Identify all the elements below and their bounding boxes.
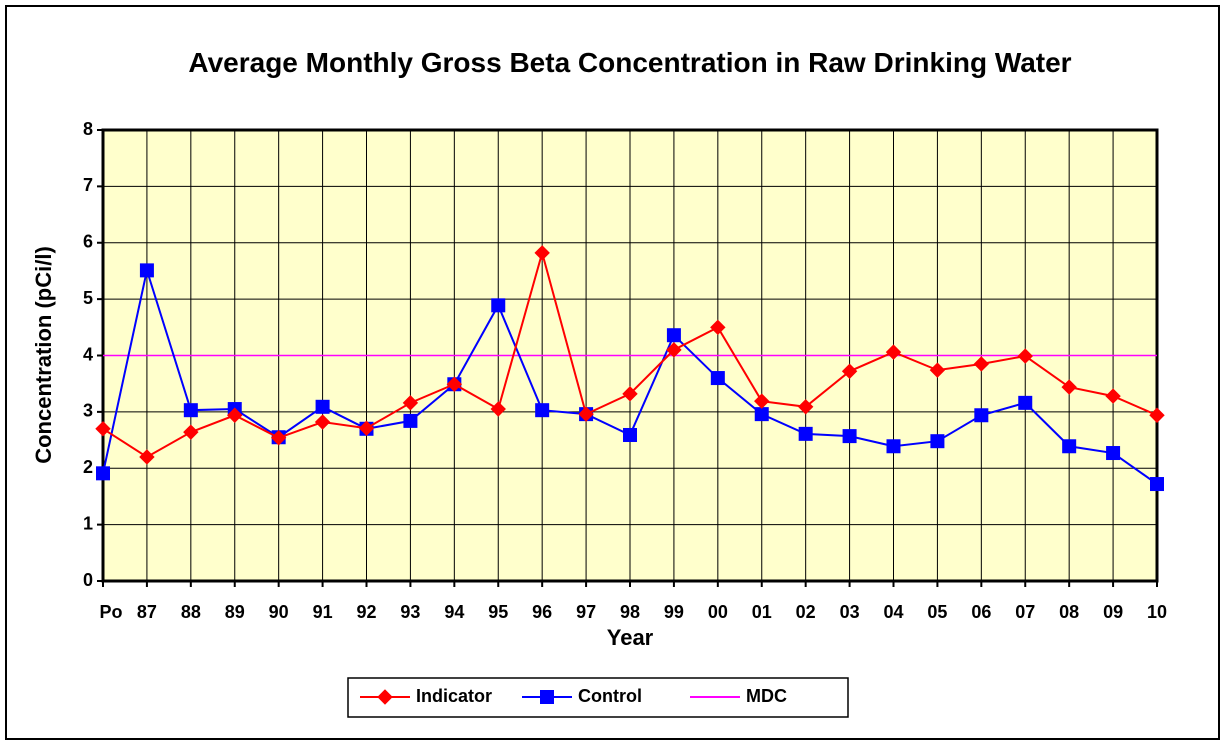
x-tick-label: 07 (1015, 602, 1035, 622)
legend-label: Indicator (416, 686, 492, 706)
data-point (666, 342, 682, 358)
data-point (973, 356, 990, 372)
x-tick-label: 91 (313, 602, 333, 622)
y-tick-label: 8 (83, 119, 93, 139)
data-point (974, 408, 989, 423)
data-point (885, 344, 902, 360)
data-point (754, 407, 769, 422)
data-point (491, 298, 506, 313)
x-tick-label: 97 (576, 602, 596, 622)
data-point (1061, 379, 1077, 395)
data-point (1017, 348, 1033, 364)
data-point (535, 403, 550, 418)
y-tick-label: 7 (83, 175, 93, 195)
data-point (886, 439, 901, 454)
x-tick-label: 89 (225, 602, 245, 622)
y-tick-label: 6 (83, 232, 93, 252)
data-point (797, 399, 814, 415)
data-point (710, 371, 725, 386)
data-point (403, 413, 418, 428)
data-point (96, 466, 110, 481)
data-point (1062, 439, 1077, 454)
data-point (842, 429, 857, 444)
x-tick-label: 94 (444, 602, 464, 622)
y-tick-label: 2 (83, 457, 93, 477)
y-tick-label: 5 (83, 288, 93, 308)
x-tick-label: 09 (1103, 602, 1123, 622)
x-tick-label: 90 (269, 602, 289, 622)
data-point (754, 393, 770, 409)
legend-marker (540, 690, 554, 704)
data-point (183, 424, 199, 440)
x-tick-label: 06 (971, 602, 991, 622)
data-point (623, 427, 637, 442)
x-tick-label: 88 (181, 602, 201, 622)
data-point (710, 319, 726, 336)
data-point (1149, 407, 1165, 423)
data-point (841, 363, 858, 379)
y-tick-label: 0 (83, 570, 93, 590)
legend-label: Control (578, 686, 642, 706)
data-point (666, 328, 681, 343)
x-tick-label: 96 (532, 602, 552, 622)
x-tick-label: 99 (664, 602, 684, 622)
x-tick-label: 02 (796, 602, 816, 622)
data-point (315, 399, 330, 414)
data-point (183, 403, 198, 418)
x-tick-label: 01 (752, 602, 772, 622)
data-point (578, 406, 594, 422)
data-point (314, 414, 331, 430)
x-tick-label: 08 (1059, 602, 1079, 622)
data-point (930, 434, 945, 449)
x-tick-label: 04 (883, 602, 903, 622)
data-point (139, 263, 154, 278)
y-tick-label: 4 (83, 344, 93, 364)
data-point (798, 426, 813, 441)
y-tick-label: 3 (83, 401, 93, 421)
data-point (929, 362, 946, 378)
data-point (1150, 477, 1164, 492)
legend-marker (377, 689, 393, 705)
data-point (95, 421, 111, 437)
data-point (358, 420, 375, 436)
x-tick-label: 00 (708, 602, 728, 622)
data-point (490, 401, 506, 417)
y-axis-label: Concentration (pCi/l) (31, 246, 56, 464)
data-point (139, 449, 155, 465)
data-point (534, 245, 550, 261)
x-tick-label: 87 (137, 602, 157, 622)
x-tick-label: 93 (400, 602, 420, 622)
data-point (1106, 446, 1121, 461)
x-tick-label: 92 (356, 602, 376, 622)
x-tick-label: 03 (840, 602, 860, 622)
data-point (270, 430, 287, 446)
y-tick-label: 1 (83, 513, 93, 533)
data-point (446, 376, 463, 392)
legend-label: MDC (746, 686, 787, 706)
x-tick-label: 98 (620, 602, 640, 622)
legend-box (347, 677, 849, 718)
x-tick-label: Po (99, 602, 122, 622)
data-point (227, 407, 243, 423)
data-point (402, 395, 419, 411)
data-point (1018, 395, 1033, 410)
data-point (622, 386, 638, 402)
x-axis-label: Year (607, 625, 654, 650)
x-tick-label: 10 (1147, 602, 1167, 622)
x-tick-label: 05 (927, 602, 947, 622)
x-tick-label: 95 (488, 602, 508, 622)
data-point (1105, 388, 1121, 404)
chart-title: Average Monthly Gross Beta Concentration… (188, 47, 1072, 78)
